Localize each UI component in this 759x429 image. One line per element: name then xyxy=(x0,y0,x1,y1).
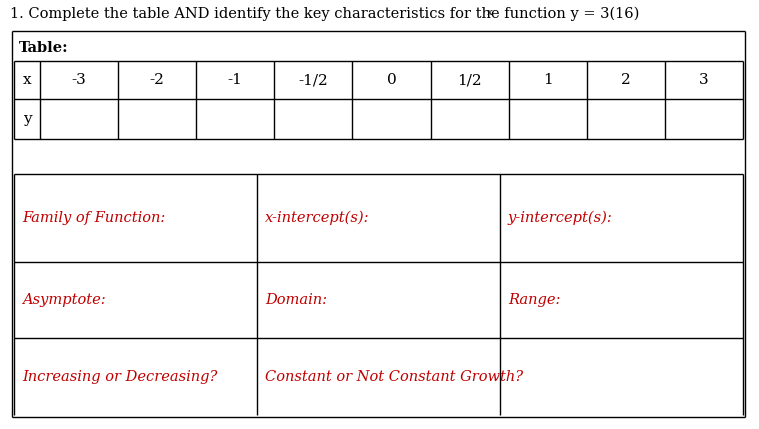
Text: Domain:: Domain: xyxy=(265,293,327,307)
Text: y: y xyxy=(23,112,31,126)
Text: -1/2: -1/2 xyxy=(298,73,328,87)
Text: 3: 3 xyxy=(699,73,709,87)
Text: x: x xyxy=(23,73,31,87)
Text: x: x xyxy=(487,8,493,17)
Text: Table:: Table: xyxy=(19,41,68,55)
Text: -3: -3 xyxy=(71,73,87,87)
Text: -2: -2 xyxy=(150,73,165,87)
Text: 2: 2 xyxy=(621,73,631,87)
Text: Increasing or Decreasing?: Increasing or Decreasing? xyxy=(22,370,217,384)
Text: Constant or Not Constant Growth?: Constant or Not Constant Growth? xyxy=(265,370,523,384)
Text: Family of Function:: Family of Function: xyxy=(22,211,165,225)
Text: 1/2: 1/2 xyxy=(458,73,482,87)
Text: Range:: Range: xyxy=(508,293,560,307)
Text: 1: 1 xyxy=(543,73,553,87)
Text: y-intercept(s):: y-intercept(s): xyxy=(508,211,613,225)
Text: 1. Complete the table AND identify the key characteristics for the function y = : 1. Complete the table AND identify the k… xyxy=(10,7,639,21)
Text: x-intercept(s):: x-intercept(s): xyxy=(265,211,370,225)
Text: -1: -1 xyxy=(228,73,243,87)
Text: Asymptote:: Asymptote: xyxy=(22,293,106,307)
Text: 0: 0 xyxy=(386,73,396,87)
